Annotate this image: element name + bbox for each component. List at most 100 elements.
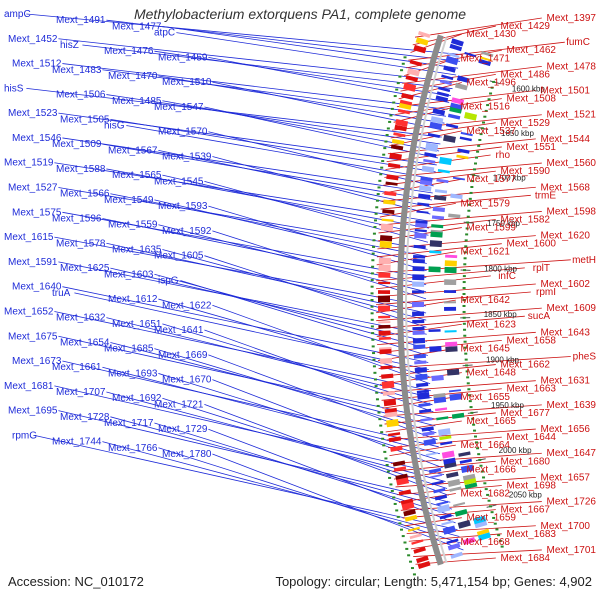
- backbone-ring: [397, 34, 448, 566]
- tick-dot: [473, 168, 477, 171]
- reverse-gene-block: [378, 336, 391, 340]
- forward-gene-block: [412, 319, 425, 324]
- tick-dot: [479, 133, 483, 136]
- forward-label-line: [102, 441, 460, 537]
- forward-gene-label: Mext_1661: [52, 362, 102, 373]
- forward-gene-label: Mext_1591: [8, 257, 58, 268]
- forward-gene-label: Mext_1596: [52, 214, 102, 225]
- tick-dot: [466, 215, 470, 218]
- reverse-gene-label: Mext_1698: [507, 480, 557, 491]
- tick-dot: [379, 173, 383, 176]
- tick-dot: [385, 464, 389, 467]
- forward-label-line: [110, 416, 453, 510]
- tick-dot: [476, 447, 480, 450]
- forward-label-line: [212, 304, 431, 385]
- forward-label-line: [58, 38, 455, 83]
- reverse-gene-block: [393, 466, 407, 472]
- gc-content-block: [431, 215, 445, 220]
- reverse-gene-block: [383, 199, 396, 205]
- reverse-gene-label: rpmI: [536, 287, 556, 298]
- forward-gene-block: [435, 95, 449, 103]
- reverse-gene-block: [385, 181, 398, 186]
- reverse-gene-block: [405, 75, 419, 82]
- gc-skew-block: [444, 306, 457, 311]
- forward-gene-block: [439, 513, 452, 520]
- forward-gene-block: [431, 480, 444, 486]
- reverse-gene-label: Mext_1582: [501, 214, 551, 225]
- forward-gene-label: hisS: [4, 83, 24, 94]
- gc-content-block: [454, 508, 468, 517]
- tick-dot: [370, 279, 374, 282]
- tick-dot: [383, 147, 387, 150]
- tick-dot: [375, 199, 379, 202]
- tick-dot: [476, 150, 480, 153]
- gc-content-block: [451, 97, 465, 105]
- forward-label-line: [106, 317, 432, 399]
- genome-stats-text: Topology: circular; Length: 5,471,154 bp…: [275, 574, 592, 589]
- gc-skew-block: [476, 528, 490, 536]
- tick-dot: [466, 221, 470, 224]
- reverse-label-line: [379, 364, 496, 377]
- forward-gene-block: [412, 337, 426, 344]
- tick-label: 2050 kbp: [509, 490, 542, 499]
- tick-label: 1950 kbp: [491, 401, 524, 410]
- forward-gene-block: [415, 373, 428, 381]
- tick-label: 1900 kbp: [486, 356, 519, 365]
- reverse-gene-label: Mext_1620: [541, 231, 591, 242]
- forward-gene-label: ampC: [4, 9, 31, 20]
- forward-gene-block: [436, 500, 449, 506]
- gc-skew-block: [444, 330, 457, 333]
- gc-skew-block: [452, 176, 465, 181]
- tick-dot: [389, 114, 393, 117]
- reverse-gene-block: [393, 132, 406, 138]
- forward-gene-block: [443, 65, 456, 73]
- tick-dot: [410, 567, 414, 570]
- reverse-label-line: [395, 98, 502, 115]
- tick-dot: [384, 457, 388, 460]
- forward-gene-label: Mext_1728: [60, 412, 110, 423]
- forward-label-line: [126, 125, 435, 180]
- gc-content-block: [437, 428, 451, 437]
- forward-gene-label: Mext_1477: [112, 21, 162, 32]
- tick-dot: [462, 322, 466, 325]
- forward-gene-block: [421, 165, 435, 173]
- reverse-gene-block: [379, 240, 392, 249]
- gc-skew-block: [464, 482, 478, 490]
- tick-dot: [462, 299, 466, 301]
- tick-dot: [407, 554, 411, 557]
- accession-text: Accession: NC_010172: [8, 574, 144, 589]
- forward-label-line: [158, 75, 445, 124]
- reverse-gene-block: [384, 407, 398, 414]
- reverse-gene-block: [409, 59, 423, 67]
- tick-dot: [380, 431, 384, 434]
- tick-dot: [388, 476, 392, 479]
- forward-label-line: [58, 187, 428, 250]
- tick-dot: [384, 140, 388, 143]
- tick-dot: [495, 528, 499, 531]
- forward-label-line: [204, 329, 434, 413]
- tick-dot: [381, 160, 385, 163]
- tick-dot: [462, 316, 466, 319]
- gc-skew-block: [444, 279, 457, 286]
- tick-dot: [498, 539, 502, 542]
- reverse-gene-block: [378, 330, 391, 336]
- reverse-label-line: [379, 202, 456, 218]
- forward-gene-block: [412, 330, 425, 335]
- gc-content-block: [429, 345, 442, 352]
- gc-skew-block: [445, 254, 458, 259]
- forward-gene-block: [447, 542, 461, 551]
- forward-gene-block: [413, 244, 426, 249]
- tick-dot: [462, 275, 466, 278]
- tick-dot: [375, 206, 379, 209]
- forward-gene-label: Mext_1505: [60, 114, 110, 125]
- tick-dot: [473, 162, 477, 165]
- tick-dot: [465, 233, 469, 236]
- tick-dot: [473, 429, 477, 432]
- reverse-gene-block: [379, 346, 392, 350]
- tick-dot: [401, 535, 405, 538]
- forward-label-line: [176, 32, 457, 76]
- tick-dot: [403, 541, 407, 544]
- tick-dot: [500, 545, 504, 548]
- forward-label-line: [34, 435, 458, 531]
- forward-gene-label: truA: [52, 288, 71, 299]
